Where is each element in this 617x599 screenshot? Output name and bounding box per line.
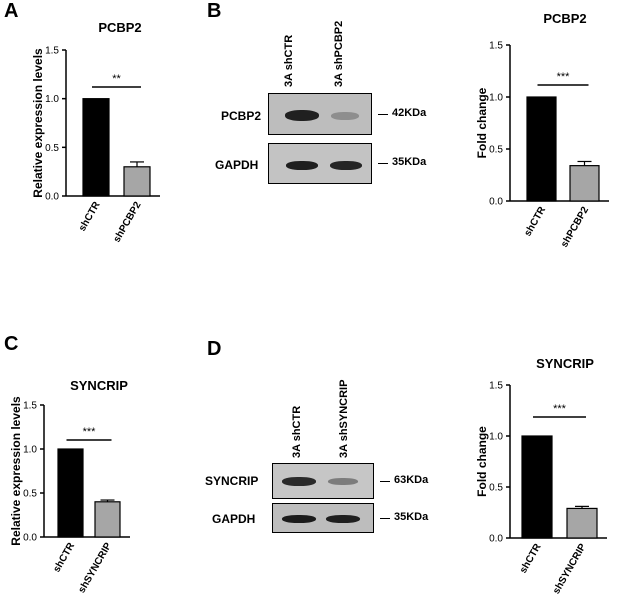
kda-marker-tick (378, 163, 388, 164)
blot-d-row-1 (272, 463, 374, 499)
chart-c-title: SYNCRIP (70, 378, 128, 393)
y-tick-label: 0.0 (45, 192, 59, 203)
y-tick-label: 0.0 (23, 533, 37, 544)
blot-band (326, 515, 360, 523)
y-tick-label: 1.0 (489, 432, 503, 443)
bar-shCTR (521, 435, 553, 539)
blot-d-lane-1-label: 3A shCTR (291, 405, 303, 458)
blot-d-protein-1-label: SYNCRIP (205, 474, 259, 488)
blot-b-size-2-label: 35KDa (392, 156, 427, 168)
chart-b-title: PCBP2 (543, 11, 587, 26)
significance-label: *** (553, 403, 567, 415)
blot-d-lane-2-label: 3A shSYNCRIP (338, 379, 350, 458)
blot-b-lane-2-label: 3A shPCBP2 (333, 20, 345, 87)
blot-band (282, 515, 316, 523)
y-tick-label: 1.5 (23, 401, 37, 412)
bar-shPCBP2 (569, 165, 600, 202)
x-tick-label: shSYNCRIP (551, 542, 589, 596)
chart-a-title: PCBP2 (98, 20, 142, 35)
y-axis-label: Relative expression levels (9, 396, 23, 546)
blot-band (282, 477, 316, 486)
blot-d-size-1-label: 63KDa (394, 474, 429, 486)
kda-marker-tick (380, 518, 390, 519)
y-tick-label: 0.0 (489, 197, 503, 208)
y-axis-label: Relative expression levels (31, 48, 45, 198)
panel-letter-c: C (4, 333, 19, 355)
significance-label: *** (83, 426, 97, 438)
y-tick-label: 0.5 (489, 145, 503, 156)
blot-d-protein-2-label: GAPDH (212, 512, 256, 526)
blot-band (330, 161, 362, 170)
panel-letter-b: B (207, 0, 222, 22)
y-tick-label: 0.5 (45, 143, 59, 154)
y-axis-label: Fold change (475, 426, 489, 497)
y-axis-label: Fold change (475, 87, 489, 158)
blot-band (331, 112, 359, 120)
y-tick-label: 0.0 (489, 534, 503, 545)
bar-shSYNCRIP (566, 507, 598, 539)
blot-b-protein-1-label: PCBP2 (221, 109, 262, 123)
chart-d-title: SYNCRIP (536, 356, 594, 371)
y-tick-label: 1.0 (489, 93, 503, 104)
y-tick-label: 1.5 (489, 41, 503, 52)
blot-b-protein-2-label: GAPDH (215, 158, 259, 172)
y-tick-label: 1.5 (489, 381, 503, 392)
blot-band (328, 478, 358, 485)
blot-d-size-2-label: 35KDa (394, 511, 429, 523)
y-tick-label: 0.5 (489, 483, 503, 494)
x-tick-label: shCTR (518, 541, 544, 575)
significance-label: *** (557, 71, 571, 83)
kda-marker-tick (380, 481, 390, 482)
y-tick-label: 0.5 (23, 489, 37, 500)
blot-d-row-2 (272, 503, 374, 533)
blot-band (285, 110, 319, 121)
blot-band (286, 161, 318, 170)
bar-shCTR (82, 98, 110, 197)
y-tick-label: 1.5 (45, 46, 59, 57)
y-tick-label: 1.0 (45, 94, 59, 105)
bar-shCTR (57, 448, 84, 538)
kda-marker-tick (378, 114, 388, 115)
blot-b-row-1 (268, 93, 372, 135)
panel-letter-d: D (207, 338, 222, 360)
bar-shCTR (526, 96, 557, 202)
panel-letter-a: A (4, 0, 19, 22)
blot-b-row-2 (268, 143, 372, 184)
blot-b-lane-1-label: 3A shCTR (283, 34, 295, 87)
blot-b-size-1-label: 42KDa (392, 107, 427, 119)
significance-label: ** (112, 73, 121, 85)
y-tick-label: 1.0 (23, 445, 37, 456)
